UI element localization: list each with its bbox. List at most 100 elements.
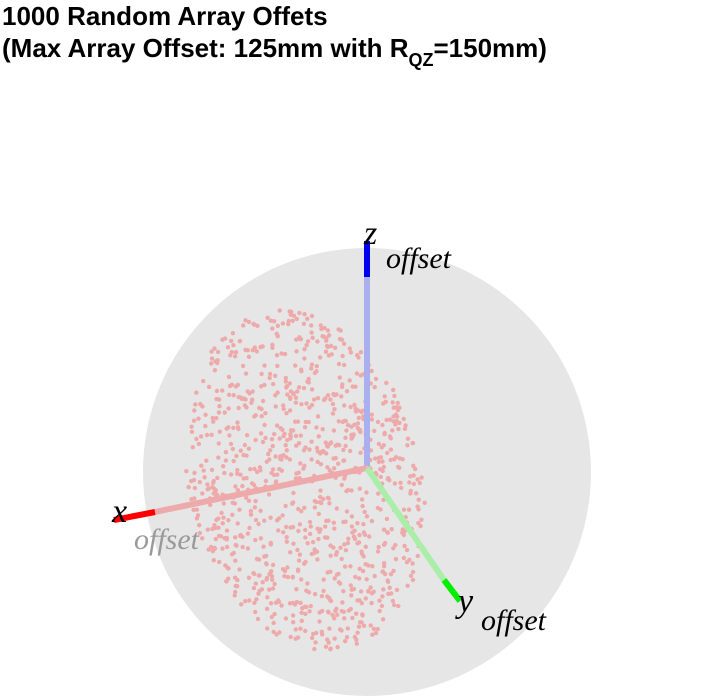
data-point: [223, 458, 229, 463]
data-point: [415, 553, 420, 559]
data-point: [253, 517, 259, 523]
data-point: [221, 464, 226, 469]
data-point: [217, 404, 222, 409]
data-point: [301, 385, 307, 391]
data-point: [268, 515, 273, 520]
data-point: [328, 343, 334, 349]
data-point: [228, 441, 234, 447]
data-point: [312, 505, 317, 510]
data-point: [294, 349, 299, 354]
data-point: [385, 578, 390, 583]
data-point: [265, 595, 270, 600]
data-point: [395, 407, 401, 413]
data-point: [319, 593, 325, 599]
data-point: [212, 368, 218, 373]
data-point: [341, 341, 347, 346]
data-point: [351, 586, 357, 592]
data-point: [309, 313, 315, 319]
title-line-2-subscript: QZ: [408, 50, 434, 70]
data-point: [396, 603, 401, 609]
data-point: [305, 379, 310, 384]
data-point: [264, 575, 270, 581]
data-point: [410, 561, 415, 566]
data-point: [200, 536, 205, 541]
data-point: [309, 330, 314, 335]
data-point: [343, 548, 349, 553]
data-point: [293, 395, 299, 400]
data-point: [270, 326, 275, 331]
data-point: [279, 603, 284, 608]
data-point: [349, 424, 354, 429]
data-point: [284, 539, 289, 544]
data-point: [309, 457, 314, 462]
data-point: [291, 490, 296, 496]
data-point: [391, 602, 397, 608]
data-point: [246, 354, 252, 359]
data-point: [388, 457, 393, 463]
data-point: [381, 542, 387, 547]
data-point: [323, 644, 329, 649]
data-point: [342, 564, 348, 569]
data-point: [273, 480, 278, 485]
data-point: [333, 456, 338, 461]
data-point: [417, 480, 422, 486]
data-point: [316, 434, 321, 439]
data-point: [189, 497, 194, 502]
data-point: [294, 587, 299, 592]
data-point: [226, 392, 232, 397]
data-point: [270, 586, 276, 591]
data-point: [247, 598, 252, 603]
data-point: [408, 491, 413, 496]
data-point: [399, 485, 404, 490]
data-point: [333, 608, 338, 613]
data-point: [311, 397, 317, 402]
data-point: [324, 338, 329, 343]
data-point: [361, 522, 366, 527]
data-point: [296, 441, 302, 446]
data-point: [283, 443, 288, 448]
data-point: [397, 456, 403, 461]
data-point: [369, 368, 374, 374]
data-point: [407, 480, 412, 485]
data-point: [267, 457, 272, 462]
data-point: [260, 580, 265, 585]
data-point: [305, 581, 310, 586]
data-point: [376, 441, 382, 447]
data-point: [231, 343, 236, 348]
data-point: [411, 473, 416, 478]
y-axis-subscript: offset: [481, 604, 547, 637]
data-point: [214, 396, 219, 402]
data-point: [317, 529, 322, 535]
data-point: [226, 576, 231, 581]
data-point: [361, 623, 367, 628]
data-point: [238, 472, 243, 477]
data-point: [422, 500, 427, 505]
data-point: [273, 404, 278, 409]
data-point: [240, 396, 245, 401]
data-point: [299, 402, 304, 407]
data-point: [314, 364, 319, 369]
data-point: [413, 466, 418, 472]
data-point: [390, 400, 395, 405]
data-point: [220, 388, 225, 393]
data-point: [243, 599, 248, 604]
data-point: [261, 544, 266, 549]
data-point: [416, 520, 421, 526]
data-point: [359, 620, 364, 625]
data-point: [230, 512, 235, 517]
data-point: [391, 387, 396, 393]
data-point: [281, 403, 286, 408]
data-point: [381, 401, 386, 406]
data-point: [339, 628, 344, 633]
data-point: [332, 345, 338, 350]
data-point: [223, 450, 229, 455]
data-point: [393, 556, 399, 562]
data-point: [314, 630, 319, 636]
data-point: [235, 420, 240, 425]
data-point: [294, 471, 299, 476]
data-point: [340, 353, 345, 359]
data-point: [224, 528, 230, 533]
data-point: [295, 567, 301, 572]
data-point: [258, 536, 264, 541]
data-point: [375, 505, 381, 511]
